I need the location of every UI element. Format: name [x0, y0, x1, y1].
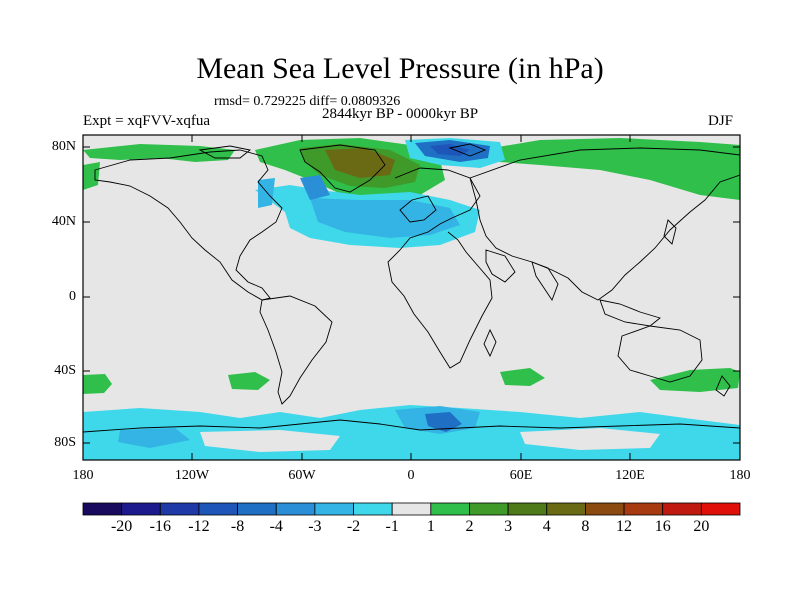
coastlines — [83, 143, 740, 433]
x-label-60e: 60E — [509, 468, 533, 483]
colorbar-label: -4 — [269, 518, 283, 535]
colorbar-label: 12 — [616, 518, 633, 535]
anomaly-arctic-green-west — [83, 144, 235, 162]
colorbar-swatch — [121, 502, 161, 516]
axis-ticks — [83, 135, 740, 460]
anomaly-greenland-brown — [325, 148, 395, 178]
colorbar-swatch — [237, 502, 277, 516]
anomaly-antarctic-gap-2 — [520, 428, 660, 450]
colorbar-label: -16 — [149, 518, 171, 535]
colorbar-label: 16 — [654, 518, 671, 535]
anomaly-south-pacific-green — [83, 374, 112, 394]
x-label-120e: 120E — [615, 468, 645, 483]
y-label-80s: 80S — [54, 435, 76, 450]
x-label-120w: 120W — [174, 468, 210, 483]
y-label-40n: 40N — [51, 214, 76, 229]
colorbar-label: 8 — [581, 518, 590, 535]
anomaly-atlantic-darkblue — [300, 175, 330, 200]
colorbar — [82, 502, 741, 516]
colorbar-label: 3 — [504, 518, 513, 535]
experiment-label: Expt = xqFVV-xqfua — [83, 113, 211, 129]
colorbar-swatch — [700, 502, 741, 516]
colorbar-swatch — [159, 502, 200, 516]
colorbar-label: -20 — [110, 518, 133, 535]
anomaly-barents-dark — [430, 144, 470, 156]
colorbar-swatch — [585, 502, 625, 516]
anomaly-southern-ocean-dark — [425, 412, 462, 432]
anomaly-indian-green — [500, 368, 545, 386]
colorbar-label: -12 — [188, 518, 210, 535]
x-label-180w: 180 — [72, 468, 94, 483]
anomaly-south-atlantic-blue — [118, 428, 190, 448]
colorbar-swatch — [507, 502, 548, 516]
chart-title: Mean Sea Level Pressure (in hPa) — [196, 52, 604, 85]
y-label-80n: 80N — [51, 139, 76, 154]
colorbar-swatch — [430, 502, 470, 516]
colorbar-label: -3 — [308, 518, 322, 535]
colorbar-swatch — [353, 502, 393, 516]
colorbar-swatch — [198, 502, 238, 516]
colorbar-swatch — [662, 502, 702, 516]
colorbar-swatch — [391, 502, 432, 516]
anomaly-south-pacific-green-2 — [228, 372, 270, 390]
y-label-0: 0 — [69, 289, 76, 304]
colorbar-swatch — [546, 502, 586, 516]
x-label-0: 0 — [407, 468, 415, 483]
anomaly-canada-cyan — [258, 178, 275, 208]
colorbar-label: 1 — [426, 518, 435, 535]
x-label-60w: 60W — [288, 468, 316, 483]
colorbar-label: 20 — [693, 518, 710, 535]
anomaly-west-green-edge — [83, 162, 100, 190]
colorbar-swatch — [314, 502, 354, 516]
y-label-40s: 40S — [54, 363, 76, 378]
colorbar-swatch — [82, 502, 123, 516]
period-subtitle: 2844kyr BP - 0000kyr BP — [322, 106, 479, 122]
colorbar-swatch — [469, 502, 509, 516]
colorbar-swatch — [623, 502, 664, 516]
anomaly-atlantic-blue — [310, 198, 460, 238]
stats-subtitle: rmsd= 0.729225 diff= 0.0809326 — [214, 94, 401, 109]
anomaly-antarctic-gap — [200, 430, 340, 452]
x-label-180e: 180 — [729, 468, 751, 483]
colorbar-swatch — [275, 502, 316, 516]
colorbar-label: 4 — [542, 518, 551, 535]
season-label: DJF — [708, 113, 734, 129]
colorbar-label: -1 — [385, 518, 399, 535]
colorbar-label: -8 — [230, 518, 245, 535]
colorbar-label: 2 — [465, 518, 474, 535]
colorbar-label: -2 — [346, 518, 361, 535]
